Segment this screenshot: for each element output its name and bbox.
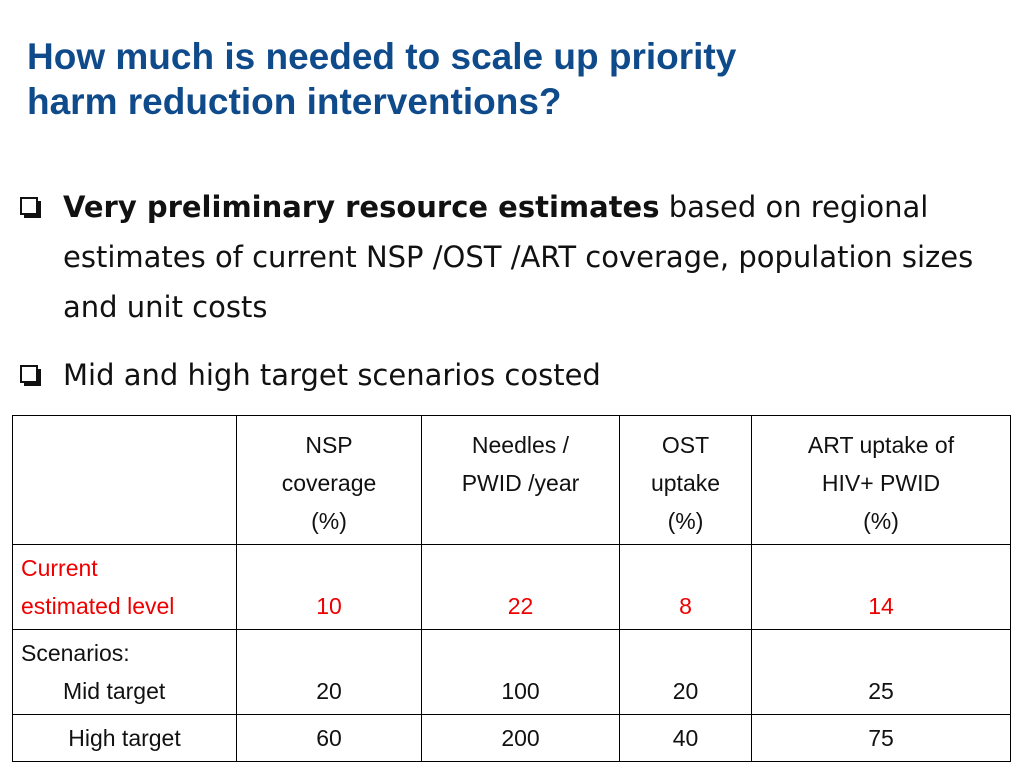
table-cell: 14: [751, 544, 1011, 630]
header-line: coverage: [281, 470, 377, 496]
header-line: PWID /year: [461, 470, 580, 496]
header-line: (%): [667, 508, 704, 534]
bullet-text: Mid and high target scenarios costed: [63, 358, 601, 392]
row-label: High target: [12, 714, 237, 762]
checkbox-icon: [20, 197, 41, 218]
header-line: OST: [661, 432, 710, 458]
table-cell: 75: [751, 714, 1011, 762]
header-line: ART uptake of: [807, 432, 955, 458]
header-cell-needles-per-pwid: Needles / PWID /year: [421, 415, 620, 545]
bullet-item: Very preliminary resource estimates base…: [16, 182, 1016, 332]
header-line: NSP: [305, 432, 353, 458]
table-cell: 10: [236, 544, 422, 630]
table-cell: 20: [619, 629, 752, 715]
header-cell-empty: [12, 415, 237, 545]
table-cell: 60: [236, 714, 422, 762]
header-line: (%): [311, 508, 347, 534]
table-row-high-target: High target 60 200 40 75: [12, 714, 1011, 762]
table-cell: 22: [421, 544, 620, 630]
checkbox-icon: [20, 365, 41, 386]
row-label-line: Mid target: [63, 678, 166, 704]
header-cell-nsp-coverage: NSP coverage (%): [236, 415, 422, 545]
slide-title-line-2: harm reduction interventions?: [27, 81, 562, 122]
table-row-mid-target: Scenarios: Mid target 20 100 20 25: [12, 629, 1011, 715]
table-cell: 100: [421, 629, 620, 715]
slide-title: How much is needed to scale up priority …: [27, 34, 987, 124]
bullet-text: based on regional estimates of current N…: [63, 190, 974, 324]
header-line: Needles /: [471, 432, 570, 458]
row-label-line: Current: [21, 555, 98, 581]
table-row-current-level: Current estimated level 10 22 8 14: [12, 544, 1011, 630]
header-cell-art-uptake: ART uptake of HIV+ PWID (%): [751, 415, 1011, 545]
header-line: (%): [863, 508, 899, 534]
table-cell: 20: [236, 629, 422, 715]
header-cell-ost-uptake: OST uptake (%): [619, 415, 752, 545]
header-line: uptake: [650, 470, 721, 496]
table-header-row: NSP coverage (%) Needles / PWID /year OS…: [12, 415, 1011, 545]
row-label-line: Scenarios:: [21, 640, 130, 666]
row-label: Scenarios: Mid target: [12, 629, 237, 715]
row-label: Current estimated level: [12, 544, 237, 630]
table-cell: 8: [619, 544, 752, 630]
table-cell: 25: [751, 629, 1011, 715]
slide-title-line-1: How much is needed to scale up priority: [27, 36, 737, 77]
bullet-bold-text: Very preliminary resource estimates: [63, 190, 660, 224]
table-cell: 200: [421, 714, 620, 762]
row-label-line: estimated level: [21, 593, 175, 619]
resource-estimates-table: NSP coverage (%) Needles / PWID /year OS…: [12, 415, 1011, 762]
bullet-list: Very preliminary resource estimates base…: [16, 182, 1016, 400]
bullet-item: Mid and high target scenarios costed: [16, 350, 1016, 400]
table-cell: 40: [619, 714, 752, 762]
header-line: HIV+ PWID: [821, 470, 941, 496]
